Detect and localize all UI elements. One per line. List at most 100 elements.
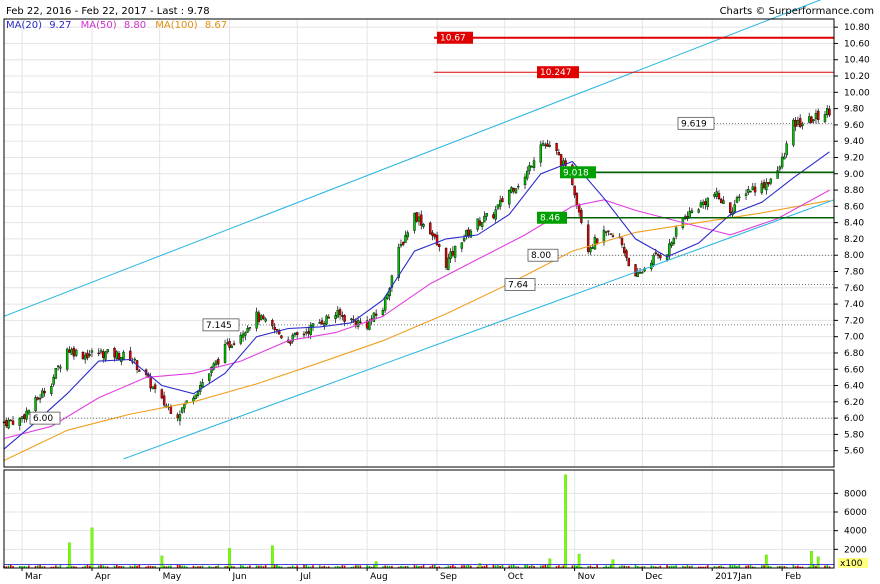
candle-body [652,254,655,266]
volume-bar [5,566,8,568]
price-tick-label: 10.00 [844,88,870,98]
candle-body [291,334,294,342]
candle-body [798,118,802,128]
volume-bar [366,565,368,568]
volume-bar [826,565,829,568]
volume-bar [194,566,197,568]
volume-bar [12,566,14,568]
candle-body [564,160,567,166]
candle-body [11,420,15,425]
candle-body [620,237,624,246]
price-tick-label: 6.00 [844,414,864,424]
volume-bar [558,565,560,568]
volume-bar [720,565,723,568]
candle-body [327,316,330,319]
candle-body [153,384,157,390]
candle-body [510,187,513,193]
volume-bar [386,565,389,568]
candle-body [262,315,265,319]
volume-bar [25,566,28,568]
candle-body [208,373,211,381]
volume-bar [812,564,815,568]
candle-body [575,193,579,206]
level-label: 7.145 [206,321,232,331]
channel-upper-line [3,0,822,317]
volume-bar [580,566,583,568]
candle-body [438,244,441,247]
candle-body [753,186,757,193]
volume-bar [422,565,425,568]
volume-bar [7,565,10,568]
candle-body [760,183,764,194]
volume-bar [785,566,788,568]
price-tick-label: 10.60 [844,39,870,49]
candle-body [257,312,261,322]
candle-body [541,142,545,146]
volume-spike-bar [548,558,552,569]
candle-body [672,238,676,245]
price-tick-label: 9.80 [844,105,864,115]
month-label: Jul [299,572,311,582]
volume-bar [115,565,118,568]
candle-body [480,222,484,227]
candle-body [183,403,186,409]
legend-ma20-value: 9.27 [49,20,71,31]
volume-bar [641,566,644,568]
volume-bar [312,565,314,568]
candle-body [478,220,482,226]
volume-bar [517,566,520,568]
candle-body [586,224,590,252]
volume-bar [666,565,668,568]
level-badge [202,318,240,332]
candle-body [796,119,800,125]
candle-body [323,323,326,326]
price-tick-label: 8.00 [844,251,864,261]
candle-body [453,245,457,258]
volume-bar [461,565,463,568]
candle-body [638,272,642,274]
volume-bar [702,566,704,568]
volume-bar [41,566,44,568]
candle-body [25,410,28,420]
volume-bar [731,565,734,568]
candle-body [697,209,700,213]
candle-body [591,247,594,249]
volume-bar [571,565,574,568]
legend-ma100-label: MA(100) [155,20,197,31]
candle-body [826,107,829,116]
volume-bar [576,565,578,568]
legend-ma50-label: MA(50) [81,20,117,31]
candle-body [74,349,78,356]
price-plot-frame [3,18,835,468]
candle-body [9,419,12,422]
volume-bar [167,565,170,568]
level-label: 8.00 [531,251,551,261]
candle-body [451,251,455,256]
volume-bar [607,566,610,568]
volume-bar [413,565,416,568]
volume-tick-label: 4000 [844,527,867,537]
candle-body [259,315,263,320]
volume-spike-bar [816,556,820,569]
candle-body [217,359,220,365]
volume-bar [291,565,294,568]
volume-bar [512,564,515,568]
legend-ma50-value: 8.80 [124,20,146,31]
volume-bar [596,564,598,568]
volume-bar [66,566,68,568]
candle-body [113,348,116,358]
resistance-label: 10.67 [440,34,466,44]
candle-body [228,340,231,348]
volume-bar [729,564,732,568]
candle-body [514,188,518,194]
candle-body [196,391,200,396]
volume-bar [763,565,765,568]
month-label: Sep [440,572,457,582]
volume-bar [242,565,244,568]
volume-bar [337,566,339,568]
candle-body [580,210,583,223]
level-badge [504,278,536,291]
volume-bar [722,566,725,568]
candle-body [701,201,705,206]
volume-bar [609,565,612,568]
